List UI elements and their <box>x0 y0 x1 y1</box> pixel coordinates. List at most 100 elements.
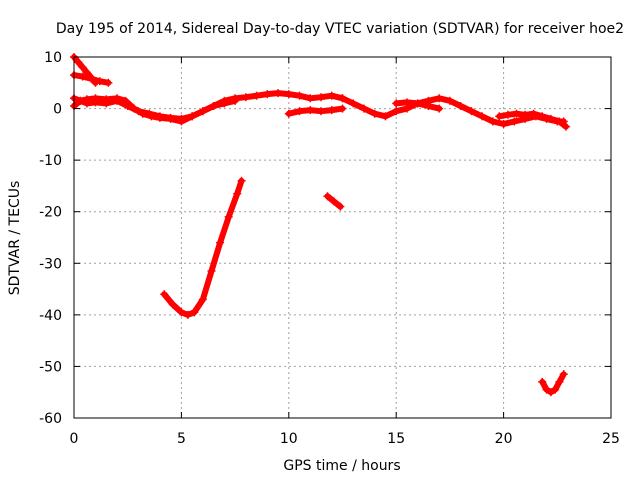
data-point <box>546 388 555 397</box>
data-point <box>499 120 508 129</box>
data-point <box>424 101 433 110</box>
data-point <box>252 91 261 100</box>
data-point <box>338 94 347 103</box>
data-point <box>551 385 560 394</box>
data-point <box>381 112 390 121</box>
x-tick-label: 0 <box>70 431 79 447</box>
data-point <box>488 117 497 126</box>
data-point <box>284 109 293 118</box>
x-tick-label: 5 <box>177 431 186 447</box>
series-5-line <box>161 177 245 318</box>
x-tick-label: 20 <box>495 431 513 447</box>
data-point <box>241 93 250 102</box>
y-tick-label: -50 <box>39 359 62 375</box>
x-tick-labels: 0 5 10 15 20 25 <box>70 431 620 447</box>
data-point <box>147 112 156 121</box>
data-point <box>538 377 547 386</box>
data-point <box>177 117 186 126</box>
data-point <box>78 63 87 72</box>
data-point <box>512 109 521 118</box>
data-point <box>231 96 240 105</box>
data-point <box>478 112 487 121</box>
y-tick-labels: 10 0 -10 -20 -30 -40 -50 -60 <box>39 50 62 427</box>
data-point <box>317 93 326 102</box>
data-point <box>112 94 121 103</box>
chart-title: Day 195 of 2014, Sidereal Day-to-day VTE… <box>56 21 624 37</box>
y-tick-label: -30 <box>39 256 62 272</box>
data-point <box>104 78 113 87</box>
y-tick-label: -10 <box>39 153 62 169</box>
data-point <box>467 107 476 116</box>
data-point <box>168 300 177 309</box>
data-point <box>237 176 246 185</box>
data-point <box>521 110 530 119</box>
data-point <box>295 91 304 100</box>
y-tick-label: 0 <box>53 102 62 118</box>
data-point <box>155 113 164 122</box>
data-point <box>295 107 304 116</box>
data-point <box>392 107 401 116</box>
data-point <box>306 106 315 115</box>
data-point <box>542 385 551 394</box>
data-point <box>402 98 411 107</box>
data-point <box>274 89 283 98</box>
data-point <box>329 197 338 206</box>
data-point <box>370 109 379 118</box>
data-point <box>538 112 547 121</box>
x-tick-label: 15 <box>387 431 405 447</box>
data-point <box>138 109 147 118</box>
data-point <box>87 74 96 83</box>
data-point <box>160 290 169 299</box>
data-point <box>559 370 568 379</box>
data-point <box>130 104 139 113</box>
ticks <box>73 56 612 419</box>
data-point <box>220 99 229 108</box>
data-point <box>317 107 326 116</box>
data-point <box>188 112 197 121</box>
series-8-line <box>339 95 567 127</box>
data-point <box>183 310 192 319</box>
data-point <box>546 114 555 123</box>
data-point <box>349 99 358 108</box>
data-point <box>91 94 100 103</box>
data-point <box>102 95 111 104</box>
y-tick-label: -20 <box>39 205 62 221</box>
data-point <box>555 377 564 386</box>
data-point <box>209 101 218 110</box>
data-point <box>495 112 504 121</box>
data-point <box>456 101 465 110</box>
y-tick-label: -60 <box>39 411 62 427</box>
data-point <box>510 117 519 126</box>
data-point <box>166 114 175 123</box>
data-point <box>207 267 216 276</box>
data-point <box>177 308 186 317</box>
data-point <box>323 192 332 201</box>
data-point <box>263 90 272 99</box>
data-point <box>435 104 444 113</box>
data-point <box>78 72 87 81</box>
data-point <box>76 96 85 105</box>
data-point <box>198 295 207 304</box>
series-layer <box>70 53 570 397</box>
data-point <box>336 202 345 211</box>
data-point <box>503 110 512 119</box>
y-tick-label: 10 <box>44 50 62 66</box>
data-point <box>121 96 130 105</box>
data-point <box>327 106 336 115</box>
data-point <box>435 94 444 103</box>
y-axis-label: SDTVAR / TECUs <box>7 181 23 296</box>
data-point <box>413 99 422 108</box>
data-point <box>327 91 336 100</box>
data-point <box>445 96 454 105</box>
x-tick-label: 25 <box>602 431 620 447</box>
plot-frame <box>73 56 612 419</box>
data-point <box>284 90 293 99</box>
data-point <box>224 212 233 221</box>
data-point <box>359 104 368 113</box>
data-point <box>74 58 83 67</box>
data-point <box>529 109 538 118</box>
data-point <box>216 238 225 247</box>
data-point <box>392 99 401 108</box>
data-point <box>561 122 570 131</box>
